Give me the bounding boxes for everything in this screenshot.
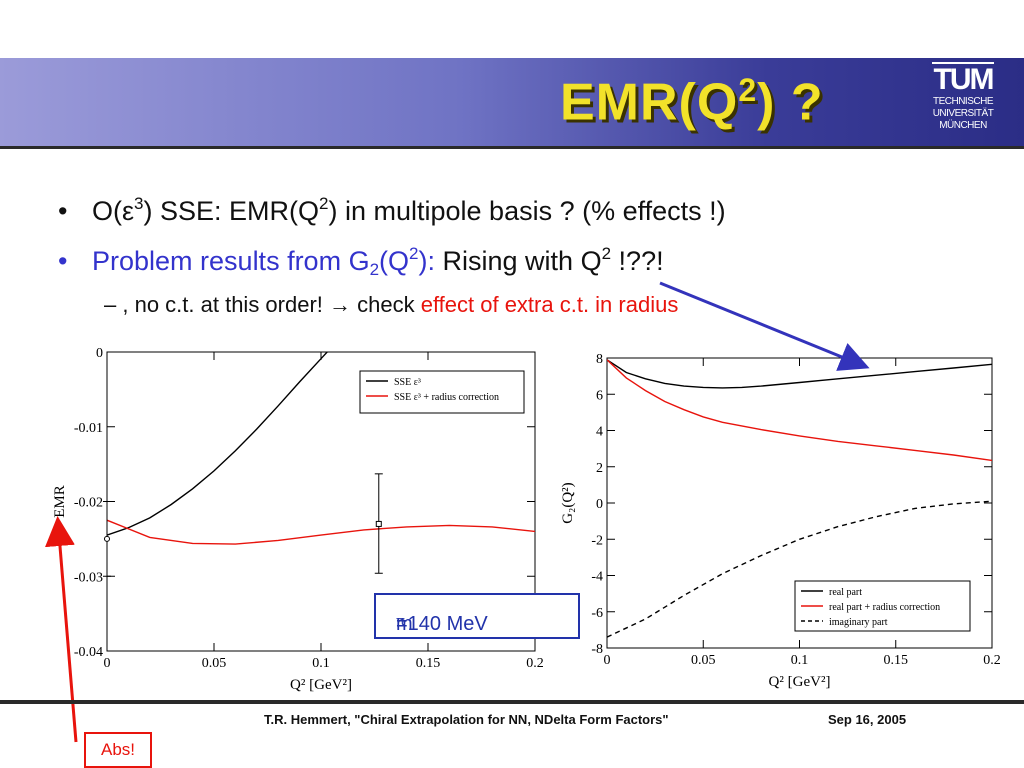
sub-bullet: – , no c.t. at this order! → check effec…	[104, 292, 678, 318]
bullet-2-text-d: Rising with Q	[435, 246, 602, 276]
bullet-1: • O(ε3) SSE: EMR(Q2) in multipole basis ?…	[58, 194, 726, 227]
g2-legend	[794, 580, 971, 632]
g2-ytick-label: 2	[596, 461, 603, 476]
emr-ytick-label: -0.03	[74, 570, 103, 585]
emr-legend	[359, 370, 525, 414]
title-main: EMR(Q	[560, 73, 739, 132]
bullet-2-sub-a: 2	[369, 260, 380, 279]
emr-series-line-1	[107, 352, 329, 536]
pion-mass-sub: π	[396, 613, 405, 628]
g2-series-line-3	[607, 500, 992, 638]
emr-ytick-label: 0	[96, 346, 103, 361]
footer-date: Sep 16, 2005	[828, 712, 907, 727]
footer-rule	[0, 700, 1024, 704]
bullet-2-sup-d: 2	[601, 244, 612, 263]
title-bar	[0, 58, 1024, 146]
g2-xtick-label: 0.15	[884, 653, 909, 668]
sub-bullet-highlight: effect of extra c.t. in radius	[420, 292, 679, 317]
bullet-1-sup-a: 3	[134, 194, 144, 213]
logo-line-3: MÜNCHEN	[939, 120, 987, 131]
g2-ytick-label: 8	[596, 352, 603, 367]
bullet-1-marker: •	[58, 196, 68, 226]
g2-plot-area	[607, 359, 992, 638]
bullet-2-text-e: !??!	[611, 246, 664, 276]
emr-ytick-label: -0.02	[74, 496, 103, 511]
emr-plot-area	[107, 352, 535, 545]
emr-xtick-label: 0	[104, 656, 111, 671]
footer-citation: T.R. Hemmert, "Chiral Extrapolation for …	[264, 712, 669, 727]
bullet-1-text-a: O(ε	[92, 196, 135, 226]
emr-ytick-label: -0.01	[74, 421, 103, 436]
g2-ytick-label: -4	[591, 570, 603, 585]
slide-title: EMR(Q2) ?	[560, 72, 824, 132]
emr-series-line-2	[107, 519, 535, 545]
bullet-2-text-c: ):	[418, 246, 436, 276]
g2-ytick-label: -8	[591, 642, 603, 657]
g2-xtick-label: 0.1	[791, 653, 809, 668]
emr-data-point	[375, 520, 382, 527]
g2-ytick-label: -2	[591, 533, 603, 548]
bullet-1-text-c: ) in multipole basis ? (% effects !)	[328, 196, 726, 226]
g2-legend-entry: real part	[829, 587, 862, 598]
tum-logo-mark: TUM	[932, 62, 994, 96]
bullet-2-marker: •	[58, 246, 68, 276]
title-underline	[0, 146, 1024, 149]
pion-mass-value: =140 MeV	[396, 613, 488, 635]
g2-xtick-label: 0.2	[983, 653, 1001, 668]
emr-xtick-label: 0.15	[416, 656, 441, 671]
g2-ytick-label: -6	[591, 606, 603, 621]
emr-chart: 0 0.05 0.1 0.15 0.2 0 -0.01 -0.02 -0.03 -0.04 Q² […	[52, 346, 544, 693]
emr-xtick-label: 0.1	[312, 656, 330, 671]
title-end: ) ?	[757, 73, 824, 132]
sub-bullet-dash: –	[104, 292, 117, 317]
g2-xtick-label: 0	[604, 653, 611, 668]
g2-ylabel: G₂(Q²)	[560, 482, 576, 523]
g2-ytick-label: 0	[596, 497, 603, 512]
bullet-2: • Problem results from G2(Q2): Rising wit…	[58, 244, 664, 280]
emr-xlabel: Q² [GeV²]	[290, 677, 352, 693]
g2-chart: 0 0.05 0.1 0.15 0.2 8 6 4 2 0 -2 -4 -6 -8 Q² [GeV²] G₂(…	[560, 352, 1001, 690]
bullet-1-text-b: ) SSE: EMR(Q	[143, 196, 320, 226]
g2-legend-entry: real part + radius correction	[829, 602, 940, 613]
title-superscript: 2	[738, 72, 758, 108]
emr-legend-entry: SSE ε³	[394, 377, 421, 388]
g2-series-line-1	[607, 359, 992, 389]
emr-xtick-label: 0.2	[526, 656, 544, 671]
logo-line-1: TECHNISCHE	[932, 96, 994, 107]
bullet-2-text-b: (Q	[379, 246, 410, 276]
bullet-2-sup-b: 2	[409, 244, 419, 263]
bullet-2-text-a: Problem results from G	[92, 246, 370, 276]
g2-series-line-2	[607, 359, 992, 462]
bullet-1-sup-b: 2	[319, 194, 329, 213]
g2-xlabel: Q² [GeV²]	[769, 674, 831, 690]
emr-legend-entry: SSE ε³ + radius correction	[394, 392, 499, 403]
tum-logo: TUM TECHNISCHE UNIVERSITÄT MÜNCHEN	[926, 62, 1000, 142]
logo-line-2: UNIVERSITÄT	[932, 108, 994, 119]
sub-bullet-text: , no c.t. at this order! → check	[116, 292, 421, 317]
g2-xtick-label: 0.05	[691, 653, 716, 668]
emr-xtick-label: 0.05	[202, 656, 227, 671]
pion-mass-box: m π =140 MeV	[374, 593, 580, 639]
g2-ytick-label: 4	[596, 425, 603, 440]
emr-ytick-label: -0.04	[74, 645, 103, 660]
pion-mass-m: m	[396, 613, 413, 635]
abs-label-box: Abs!	[84, 732, 152, 768]
emr-ylabel: EMR	[52, 485, 68, 518]
g2-legend-entry: imaginary part	[829, 617, 888, 628]
emr-data-point	[104, 535, 110, 542]
g2-ytick-label: 6	[596, 388, 603, 403]
